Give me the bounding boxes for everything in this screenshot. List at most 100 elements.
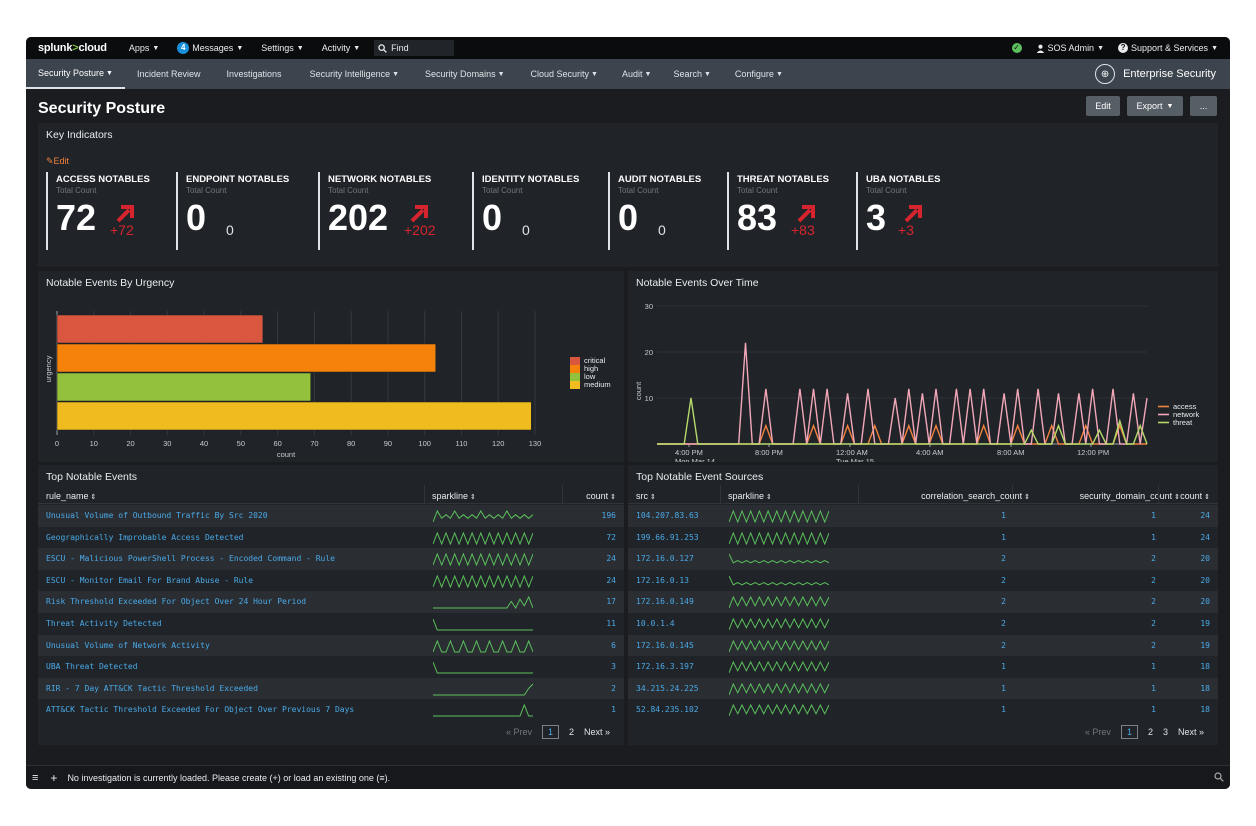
nav-investigations[interactable]: Investigations	[213, 59, 296, 89]
count-value[interactable]: 3	[611, 662, 616, 672]
security-domain-count-value[interactable]: 2	[1151, 597, 1156, 607]
page-1-link[interactable]: 1	[541, 725, 559, 739]
correlation-search-count-value[interactable]: 2	[1001, 619, 1006, 628]
column-header-src[interactable]: src ⇕	[636, 491, 696, 501]
correlation-search-count-value[interactable]: 2	[1001, 554, 1006, 564]
legend-label[interactable]: access	[1173, 402, 1197, 411]
rule-name-link[interactable]: UBA Threat Detected	[46, 662, 138, 672]
nav-security-intelligence[interactable]: Security Intelligence ▼	[296, 59, 413, 89]
security-domain-count-value[interactable]: 1	[1151, 705, 1156, 715]
page-2-link[interactable]: 2	[568, 727, 574, 737]
table-row[interactable]: Unusual Volume of Outbound Traffic By Sr…	[38, 505, 624, 527]
export-button[interactable]: Export ▼	[1127, 96, 1183, 116]
rule-name-link[interactable]: Geographically Improbable Access Detecte…	[46, 532, 244, 542]
key-indicator[interactable]: NETWORK NOTABLES Total Count 202 +202	[318, 172, 466, 250]
health-ok-icon[interactable]: ✓	[1011, 43, 1022, 53]
more-button[interactable]: ...	[1190, 96, 1217, 116]
key-indicator[interactable]: UBA NOTABLES Total Count 3 +3	[856, 172, 966, 250]
prev-page-link[interactable]: « Prev	[1084, 727, 1111, 737]
table-row[interactable]: RIR - 7 Day ATT&CK Tactic Threshold Exce…	[38, 677, 624, 700]
nav-cloud-security[interactable]: Cloud Security ▼	[517, 59, 612, 89]
count-value[interactable]: 20	[1200, 597, 1210, 607]
nav-incident-review[interactable]: Incident Review	[125, 59, 213, 89]
key-indicators-edit-link[interactable]: ✎Edit	[46, 156, 69, 167]
splunk-logo[interactable]: splunk>cloud	[38, 42, 107, 54]
src-link[interactable]: 10.0.1.4	[636, 619, 675, 628]
security-domain-count-value[interactable]: 1	[1151, 662, 1156, 672]
count-value[interactable]: 24	[1200, 532, 1210, 542]
count-value[interactable]: 19	[1200, 640, 1210, 650]
rule-name-link[interactable]: RIR - 7 Day ATT&CK Tactic Threshold Exce…	[46, 683, 258, 693]
security-domain-count-value[interactable]: 1	[1151, 511, 1156, 520]
edit-button[interactable]: Edit	[1086, 96, 1120, 116]
legend-label[interactable]: threat	[1173, 418, 1193, 427]
count-value[interactable]: 18	[1200, 683, 1210, 693]
page-2-link[interactable]: 2	[1147, 727, 1153, 737]
src-link[interactable]: 104.207.83.63	[636, 511, 699, 520]
count-value[interactable]: 24	[1200, 511, 1210, 520]
bar-medium[interactable]	[56, 401, 532, 431]
count-value[interactable]: 72	[606, 532, 616, 542]
rule-name-link[interactable]: Risk Threshold Exceeded For Object Over …	[46, 597, 307, 607]
correlation-search-count-value[interactable]: 1	[1001, 705, 1006, 715]
nav-search[interactable]: Search ▼	[661, 59, 722, 89]
rule-name-link[interactable]: ESCU - Malicious PowerShell Process - En…	[46, 554, 335, 564]
count-value[interactable]: 196	[601, 511, 616, 520]
bar-critical[interactable]	[56, 314, 264, 344]
table-row[interactable]: UBA Threat Detected 3	[38, 656, 624, 678]
table-row[interactable]: 34.215.24.225 1 1 18	[628, 677, 1218, 700]
count-value[interactable]: 18	[1200, 662, 1210, 672]
rule-name-link[interactable]: Unusual Volume of Outbound Traffic By Sr…	[46, 511, 268, 520]
count-value[interactable]: 24	[606, 575, 616, 585]
security-domain-count-value[interactable]: 2	[1151, 554, 1156, 564]
rule-name-link[interactable]: Threat Activity Detected	[46, 619, 162, 628]
table-row[interactable]: 10.0.1.4 2 2 19	[628, 613, 1218, 635]
table-row[interactable]: ESCU - Malicious PowerShell Process - En…	[38, 548, 624, 570]
column-header-rule-name[interactable]: rule_name ⇕	[46, 491, 246, 501]
table-row[interactable]: ESCU - Monitor Email For Brand Abuse - R…	[38, 570, 624, 592]
correlation-search-count-value[interactable]: 1	[1001, 532, 1006, 542]
column-header-sparkline[interactable]: sparkline ⇕	[432, 491, 512, 501]
series-line-network[interactable]	[657, 342, 1148, 445]
table-row[interactable]: 172.16.0.145 2 2 19	[628, 634, 1218, 657]
count-value[interactable]: 11	[606, 619, 616, 628]
column-header-sparkline[interactable]: sparkline ⇕	[728, 491, 808, 501]
key-indicator[interactable]: THREAT NOTABLES Total Count 83 +83	[727, 172, 851, 250]
column-header-correlation-search-count[interactable]: correlation_search_count ⇕	[860, 491, 1030, 501]
nav-security-domains[interactable]: Security Domains ▼	[413, 59, 516, 89]
user-menu[interactable]: SOS Admin ▼	[1036, 43, 1104, 53]
rule-name-link[interactable]: ATT&CK Tactic Threshold Exceeded For Obj…	[46, 705, 355, 715]
src-link[interactable]: 172.16.3.197	[636, 662, 694, 672]
security-domain-count-value[interactable]: 1	[1151, 683, 1156, 693]
series-line-threat[interactable]	[657, 397, 1148, 445]
legend-label[interactable]: critical	[584, 356, 606, 365]
correlation-search-count-value[interactable]: 2	[1001, 640, 1006, 650]
security-domain-count-value[interactable]: 2	[1151, 575, 1156, 585]
key-indicator[interactable]: ACCESS NOTABLES Total Count 72 +72	[46, 172, 170, 250]
src-link[interactable]: 172.16.0.13	[636, 575, 689, 585]
src-link[interactable]: 34.215.24.225	[636, 683, 699, 693]
table-row[interactable]: 104.207.83.63 1 1 24	[628, 505, 1218, 527]
security-domain-count-value[interactable]: 2	[1151, 619, 1156, 628]
legend-label[interactable]: network	[1173, 410, 1200, 419]
src-link[interactable]: 172.16.0.145	[636, 640, 694, 650]
table-row[interactable]: Threat Activity Detected 11	[38, 613, 624, 635]
legend-label[interactable]: medium	[584, 380, 611, 389]
correlation-search-count-value[interactable]: 1	[1001, 662, 1006, 672]
count-value[interactable]: 17	[606, 597, 616, 607]
enterprise-security-brand[interactable]: ⊕ Enterprise Security	[1095, 64, 1216, 84]
activity-menu[interactable]: Activity ▼	[322, 43, 360, 53]
nav-configure[interactable]: Configure ▼	[723, 59, 795, 89]
count-value[interactable]: 2	[611, 683, 616, 693]
messages-menu[interactable]: 4 Messages ▼	[177, 42, 243, 54]
src-link[interactable]: 199.66.91.253	[636, 532, 699, 542]
nav-security-posture[interactable]: Security Posture ▼	[26, 59, 125, 89]
table-row[interactable]: 172.16.0.149 2 2 20	[628, 591, 1218, 613]
legend-label[interactable]: high	[584, 364, 598, 373]
correlation-search-count-value[interactable]: 2	[1001, 575, 1006, 585]
src-link[interactable]: 172.16.0.149	[636, 597, 694, 607]
security-domain-count-value[interactable]: 1	[1151, 532, 1156, 542]
table-row[interactable]: Geographically Improbable Access Detecte…	[38, 527, 624, 549]
apps-menu[interactable]: Apps ▼	[129, 43, 159, 53]
support-menu[interactable]: ? Support & Services ▼	[1118, 43, 1218, 53]
